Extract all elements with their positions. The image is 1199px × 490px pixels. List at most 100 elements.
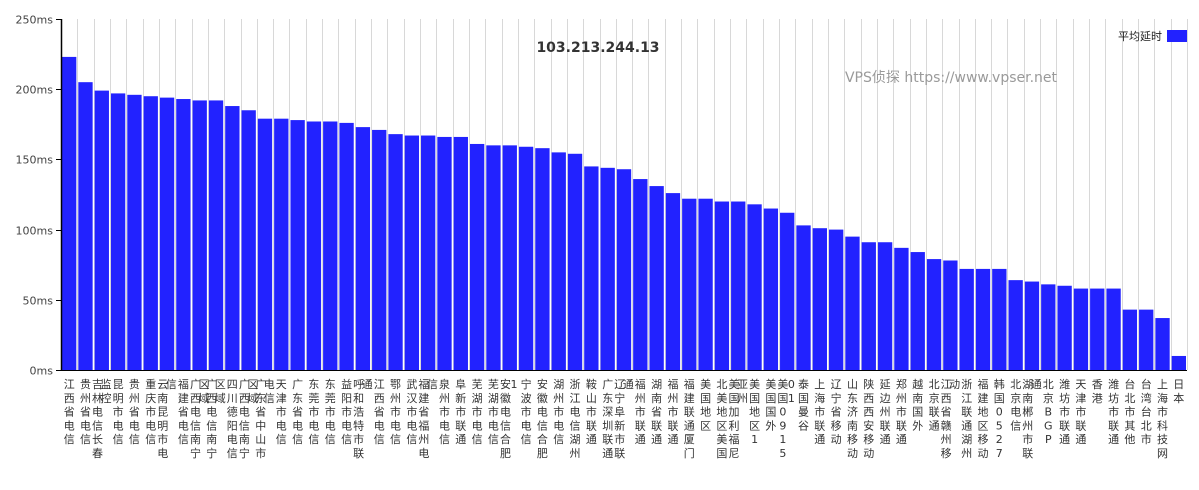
bar [502, 145, 517, 370]
bar [486, 145, 501, 370]
y-tick-label: 100ms [16, 225, 54, 238]
x-tick-label: 陕西西安移动 [863, 377, 874, 460]
bar [469, 143, 485, 370]
bar [290, 120, 305, 370]
x-tick-label: 湖南省联通 [651, 378, 662, 446]
bar [877, 242, 893, 370]
x-tick-label: 北京 B G P [1043, 378, 1054, 446]
bar [616, 169, 632, 370]
bar [910, 252, 925, 370]
x-tick-label: 潍坊市联通 [1059, 378, 1070, 446]
bar [127, 94, 142, 370]
bar [649, 186, 664, 370]
x-tick-label: 美国国外 [765, 378, 776, 432]
bar [94, 90, 109, 370]
bar [812, 228, 827, 370]
x-tick-label: 美国地区 1 [749, 378, 760, 446]
bar [62, 56, 77, 370]
bar [845, 236, 860, 370]
x-tick-label: 广西电信南宁区域 [239, 378, 259, 460]
bar [110, 93, 126, 370]
category-labels: 江西省电信贵州省电信吉林电信长春监控昆明市电信贵州省电信重庆市电信云南昆明市电信… [64, 377, 1185, 460]
bar [1024, 281, 1040, 370]
x-tick-label: 安徽电信合肥1 [500, 377, 518, 460]
bar [78, 82, 93, 371]
x-tick-label: 天津市联通 [1075, 378, 1086, 446]
bar [535, 148, 550, 370]
bar [437, 136, 452, 370]
bar [959, 268, 974, 370]
x-tick-label: 江西省电信 [374, 378, 385, 446]
bar [975, 268, 991, 370]
x-tick-label: 日本 [1173, 378, 1184, 405]
bar [551, 152, 566, 370]
x-tick-label: 美国 0 9 1 50 1 [777, 378, 795, 460]
x-tick-label: 安徽电信合肥 [537, 377, 548, 460]
x-tick-label: 武汉市电信 [406, 378, 417, 446]
bar [192, 100, 207, 371]
x-tick-label: 广东省电信 [292, 378, 303, 446]
y-tick-label: 200ms [16, 84, 54, 97]
x-tick-label: 泉州市电信 [439, 377, 450, 446]
x-tick-label: 上海市联通 [814, 378, 825, 446]
x-tick-label: 福州市联通 [668, 377, 679, 446]
x-tick-label: 北美地区美国 [716, 378, 727, 460]
x-tick-label: 北京联通 [929, 378, 940, 432]
x-tick-label: 泰国曼谷 [798, 377, 809, 432]
x-tick-label: 益阳市电信 [341, 377, 352, 446]
x-tick-label: 辽宁省移动 [831, 378, 842, 446]
bar-series [62, 56, 1186, 371]
x-tick-label: 广东省中山市电信 [255, 378, 275, 460]
x-tick-label: 江西省赣州移动 [941, 378, 961, 460]
bar [453, 136, 468, 370]
bar [257, 118, 273, 371]
x-tick-label: 广东深圳联通 [602, 378, 613, 460]
bar [1057, 285, 1072, 370]
x-tick-label: 美国地区 [700, 378, 711, 432]
x-tick-label: 东莞市电信 [308, 378, 319, 446]
x-tick-label: 潍坊市联通 [1108, 378, 1119, 446]
bar [731, 201, 746, 370]
bar [926, 259, 942, 370]
x-tick-label: 宁波市电信 [521, 377, 532, 446]
x-tick-label: 云南昆明市电信 [157, 378, 177, 460]
legend-swatch [1167, 30, 1187, 42]
x-tick-label: 鄂州市电信 [390, 378, 401, 446]
x-tick-label: 广西电信南宁区域 [190, 378, 210, 460]
y-tick-label: 0ms [30, 365, 54, 378]
watermark-text: VPS侦探 https://www.vpser.net [845, 70, 1058, 86]
x-tick-label: 芜湖市电信 [488, 377, 499, 446]
bar [355, 127, 371, 370]
bar [208, 100, 224, 371]
legend-label: 平均延时 [1118, 30, 1162, 43]
bar [1008, 280, 1023, 370]
x-tick-label: 福建联通厦门 [684, 377, 695, 460]
x-tick-label: 郑州市联通 [896, 377, 907, 446]
x-tick-label: 贵州省电信 [129, 378, 140, 446]
bar [1139, 309, 1154, 370]
x-tick-label: 台湾台北市 [1141, 377, 1152, 446]
bar [698, 198, 713, 370]
x-tick-label: 福建省电信 [178, 377, 189, 446]
x-tick-label: 重庆市电信 [145, 377, 156, 446]
chart-title: 103.213.244.13 [536, 40, 659, 56]
x-tick-label: 鞍山市联通 [586, 377, 597, 446]
bar [665, 193, 681, 370]
x-tick-label: 浙江电信湖州 [570, 378, 581, 460]
bar [306, 121, 322, 371]
x-tick-label: 辽宁阜新市联通 [614, 378, 634, 460]
bar [992, 268, 1007, 370]
x-tick-label: 湖南郴州市联通 [1022, 378, 1042, 460]
bar [1090, 288, 1105, 370]
x-tick-label: 山东济南移动 [847, 378, 858, 460]
x-tick-label: 越南国外 [912, 377, 923, 432]
bar [274, 118, 289, 371]
x-tick-label: 上海市科技网 [1157, 378, 1168, 460]
bar [404, 135, 420, 370]
x-tick-label: 延边州联通 [880, 378, 891, 446]
bar [1155, 318, 1170, 370]
bar [323, 121, 338, 371]
bar [567, 153, 583, 370]
x-tick-label: 浙江联通湖州 [961, 378, 972, 460]
